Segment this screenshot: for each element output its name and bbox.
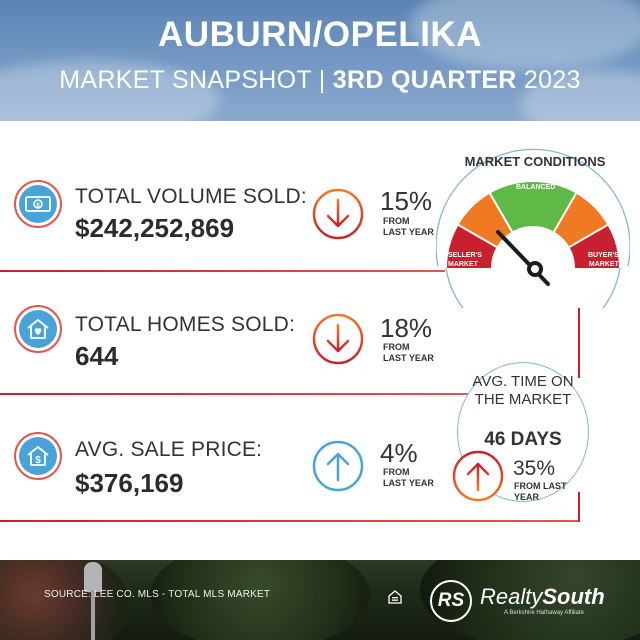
change-caption: FROM LAST YEAR [383, 342, 434, 363]
change-percent: 15% [380, 186, 433, 216]
volume-icon-badge: $ [14, 180, 62, 228]
arrow-down-icon [312, 188, 364, 240]
metric-label: TOTAL HOMES SOLD: [75, 313, 296, 336]
gauge-label-buyers: BUYER'S MARKET [588, 252, 619, 268]
gauge-label-balanced: BALANCED [516, 184, 556, 191]
change-percent: 18% [380, 313, 433, 343]
row-connector [578, 308, 580, 378]
lamp-post-decoration [91, 590, 95, 640]
money-icon: $ [19, 185, 57, 223]
change-caption: FROM LAST YEAR [383, 467, 434, 488]
page-subtitle: MARKET SNAPSHOT | 3RD QUARTER 2023 [59, 66, 581, 94]
row-divider [0, 393, 470, 395]
row-divider [0, 520, 580, 522]
realtysouth-tagline: A Berkshire Hathaway Affiliate [504, 610, 584, 616]
footer-banner [0, 560, 640, 640]
time-on-market-caption: FROM LAST YEAR [514, 481, 567, 502]
metric-label: AVG. SALE PRICE: [75, 438, 263, 461]
page-title: AUBURN/OPELIKA [158, 15, 482, 54]
equal-housing-icon [388, 590, 402, 604]
arrow-up-icon [312, 440, 364, 492]
time-on-market-value: 46 DAYS [484, 429, 562, 450]
gauge-label-sellers: SELLER'S MARKET [448, 252, 482, 268]
lamp-post-decoration [84, 562, 102, 592]
house-dollar-icon: $ [19, 437, 57, 475]
foliage-decoration [150, 560, 370, 640]
time-on-market-change: 35% [513, 457, 556, 480]
realtysouth-logo-text: RealtySouth [480, 584, 605, 609]
change-caption: FROM LAST YEAR [383, 216, 434, 237]
row-divider [0, 270, 445, 272]
row-connector [578, 492, 580, 522]
metric-value: $376,169 [75, 468, 184, 498]
change-percent: 4% [380, 438, 418, 468]
metric-value: 644 [75, 341, 119, 371]
header-banner: AUBURN/OPELIKA MARKET SNAPSHOT | 3RD QUA… [0, 0, 640, 121]
homes-icon-badge [14, 305, 62, 353]
market-conditions-title: MARKET CONDITIONS [464, 154, 606, 169]
svg-text:$: $ [35, 455, 41, 466]
market-conditions-gauge [435, 148, 631, 344]
metric-label: TOTAL VOLUME SOLD: [75, 185, 307, 208]
metric-value: $242,252,869 [75, 213, 235, 243]
realtysouth-logo-mark: RS [430, 580, 472, 622]
arrow-down-icon [312, 313, 364, 365]
house-heart-icon [19, 310, 57, 348]
arrow-up-icon [452, 450, 504, 502]
svg-text:$: $ [36, 203, 40, 209]
foliage-decoration [0, 560, 130, 640]
gauge-zone-balanced [490, 181, 576, 268]
time-on-market-label: AVG. TIME ON THE MARKET [472, 373, 574, 408]
source-note: SOURCE: LEE CO. MLS - TOTAL MLS MARKET [44, 589, 271, 600]
price-icon-badge: $ [14, 432, 62, 480]
